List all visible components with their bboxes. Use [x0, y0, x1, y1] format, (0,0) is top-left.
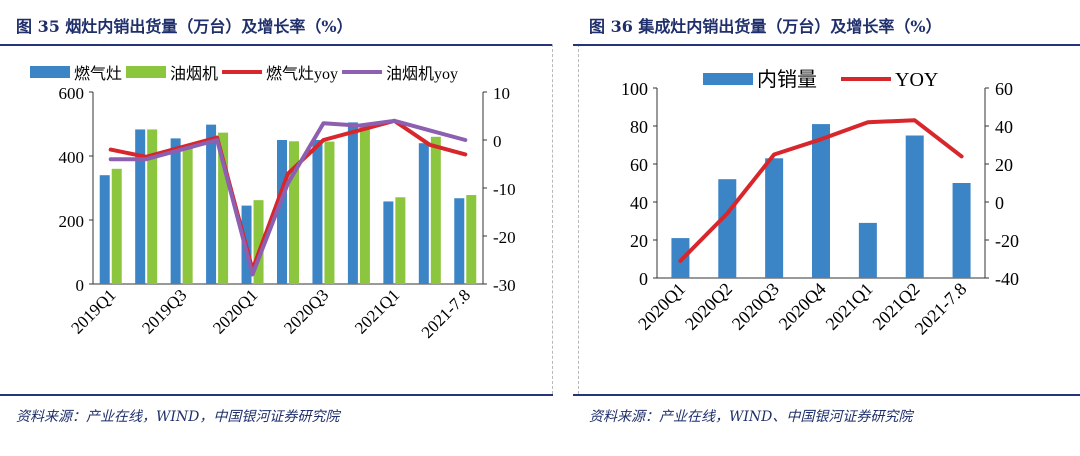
- y-tick-label-right: 0: [493, 132, 502, 151]
- x-tick-label: 2021Q1: [822, 279, 877, 334]
- y-tick-label-right: 0: [995, 193, 1004, 213]
- y-tick-label-left: 100: [621, 79, 648, 99]
- y-tick-label-right: -40: [995, 269, 1019, 289]
- y-tick-label-left: 0: [76, 276, 85, 295]
- bar-内销量-2020Q4: [812, 124, 830, 278]
- y-tick-label-left: 60: [630, 155, 648, 175]
- bar-燃气灶-2020Q4: [347, 122, 358, 285]
- y-tick-label-right: -30: [493, 276, 516, 295]
- legend-swatch-内销量: [703, 73, 753, 85]
- bar-油烟机-2021Q2: [430, 136, 441, 284]
- bottom-divider: [0, 394, 553, 396]
- legend-swatch-油烟机: [126, 66, 167, 78]
- y-tick-label-left: 600: [59, 84, 85, 103]
- bar-油烟机-2020Q3: [324, 141, 335, 284]
- bar-燃气灶-2019Q2: [135, 129, 146, 284]
- legend-label-YOY: YOY: [895, 69, 938, 91]
- bar-油烟机-2020Q1: [253, 200, 264, 284]
- bar-燃气灶-2019Q1: [99, 175, 110, 284]
- x-tick-label: 2020Q3: [280, 285, 332, 337]
- bar-燃气灶-2021Q2: [418, 143, 429, 284]
- y-tick-label-left: 20: [630, 231, 648, 251]
- bar-油烟机-2019Q2: [147, 129, 158, 284]
- bar-燃气灶-2021-7.8: [454, 198, 465, 284]
- bar-内销量-2021-7.8: [952, 183, 971, 278]
- legend-label-燃气灶yoy: 燃气灶yoy: [266, 65, 338, 83]
- y-tick-label-right: 60: [995, 79, 1013, 99]
- chart-title: 图 36 集成灶内销出货量（万台）及增长率（%）: [589, 17, 942, 36]
- bar-燃气灶-2020Q2: [277, 140, 287, 284]
- chart-panel-right: 图 36 集成灶内销出货量（万台）及增长率（%） 0 20 40 60 80 100 60 4…: [573, 0, 1080, 456]
- bar-油烟机-2019Q3: [182, 146, 193, 284]
- y-tick-label-right: 40: [995, 117, 1013, 137]
- bar-油烟机-2020Q2: [289, 141, 299, 284]
- legend-swatch-燃气灶: [30, 66, 70, 78]
- bar-内销量-2021Q1: [858, 222, 877, 278]
- legend-label-内销量: 内销量: [757, 68, 817, 91]
- chart-title: 图 35 烟灶内销出货量（万台）及增长率（%）: [16, 17, 353, 36]
- x-tick-label: 2021-7.8: [418, 285, 475, 342]
- legend-label-油烟机yoy: 油烟机yoy: [386, 65, 458, 83]
- y-tick-label-right: -20: [493, 228, 516, 247]
- x-tick-label: 2020Q2: [681, 279, 736, 334]
- source-note: 资料来源：产业在线，WIND、中国银河证券研究院: [589, 409, 913, 425]
- x-tick-label: 2021Q1: [351, 285, 403, 337]
- x-tick-label: 2019Q3: [138, 285, 190, 337]
- y-tick-label-left: 400: [59, 148, 85, 167]
- bar-油烟机-2021-7.8: [466, 195, 477, 284]
- panel-border: [552, 44, 553, 394]
- bar-油烟机-2020Q4: [359, 124, 370, 284]
- top-divider: [573, 44, 1080, 46]
- y-tick-label-left: 40: [630, 193, 648, 213]
- bar-内销量-2020Q2: [718, 179, 737, 278]
- y-tick-label-right: 20: [995, 155, 1013, 175]
- bar-油烟机-2019Q1: [111, 168, 122, 284]
- y-tick-label-right: -10: [493, 180, 516, 199]
- bar-燃气灶-2021Q1: [383, 201, 394, 284]
- bar-油烟机-2021Q1: [395, 197, 406, 284]
- y-tick-label-right: 10: [493, 84, 510, 103]
- chart-panel-left: 图 35 烟灶内销出货量（万台）及增长率（%） 0 200 400 600 10 0 -10…: [0, 17, 553, 425]
- legend-label-油烟机: 油烟机: [170, 65, 218, 83]
- bar-内销量-2021Q2: [905, 135, 924, 278]
- y-tick-label-left: 0: [639, 269, 648, 289]
- x-tick-label: 2020Q1: [209, 285, 261, 337]
- source-note: 资料来源：产业在线，WIND，中国银河证券研究院: [16, 409, 340, 425]
- panel-border: [578, 44, 579, 394]
- bar-燃气灶-2019Q3: [170, 138, 181, 284]
- bar-内销量-2020Q3: [765, 158, 784, 278]
- x-tick-label: 2021-7.8: [911, 279, 971, 339]
- bar-燃气灶-2020Q3: [312, 140, 323, 284]
- line-燃气灶yoy: [108, 118, 468, 272]
- x-tick-label: 2020Q3: [728, 279, 783, 334]
- line-油烟机yoy: [108, 118, 468, 277]
- x-tick-label: 2020Q4: [775, 279, 830, 334]
- legend-label-燃气灶: 燃气灶: [74, 65, 122, 83]
- y-tick-label-left: 200: [59, 212, 85, 231]
- bottom-divider: [573, 394, 1080, 396]
- bar-燃气灶-2019Q4: [206, 124, 217, 284]
- bar-油烟机-2019Q4: [218, 132, 229, 284]
- top-divider: [0, 44, 553, 46]
- line-YOY: [678, 118, 964, 263]
- y-tick-label-right: -20: [995, 231, 1019, 251]
- y-tick-label-left: 80: [630, 117, 648, 137]
